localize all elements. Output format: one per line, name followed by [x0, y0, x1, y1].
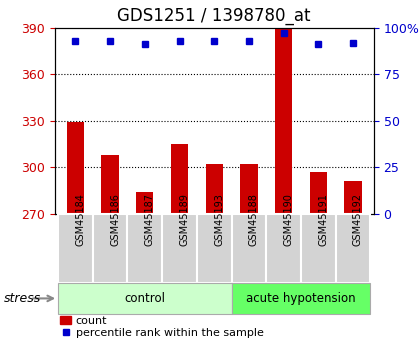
Bar — [231, 214, 266, 283]
Text: GSM45186: GSM45186 — [110, 193, 120, 246]
Text: GSM45189: GSM45189 — [179, 193, 189, 246]
Bar — [275, 28, 292, 214]
Text: acute hypotension: acute hypotension — [246, 292, 356, 305]
Bar — [93, 214, 127, 283]
Bar — [162, 214, 197, 283]
Bar — [102, 155, 119, 214]
Bar — [301, 214, 336, 283]
Bar — [336, 214, 370, 283]
Bar — [197, 214, 231, 283]
Bar — [67, 122, 84, 214]
Bar — [344, 181, 362, 214]
Bar — [240, 164, 257, 214]
Text: GSM45191: GSM45191 — [318, 193, 328, 246]
Text: GSM45190: GSM45190 — [284, 193, 294, 246]
Text: GSM45192: GSM45192 — [353, 193, 363, 246]
Text: GSM45193: GSM45193 — [214, 193, 224, 246]
Bar — [231, 283, 370, 314]
Text: GSM45188: GSM45188 — [249, 193, 259, 246]
Title: GDS1251 / 1398780_at: GDS1251 / 1398780_at — [118, 7, 311, 25]
Bar — [171, 144, 188, 214]
Text: stress: stress — [4, 292, 42, 305]
Bar — [58, 214, 93, 283]
Bar — [127, 214, 162, 283]
Text: GSM45187: GSM45187 — [145, 193, 155, 246]
Bar — [136, 192, 153, 214]
Text: GSM45184: GSM45184 — [76, 193, 85, 246]
Text: control: control — [124, 292, 165, 305]
Bar — [310, 172, 327, 214]
Bar — [266, 214, 301, 283]
Bar — [205, 164, 223, 214]
Bar — [58, 283, 231, 314]
Legend: count, percentile rank within the sample: count, percentile rank within the sample — [60, 316, 264, 338]
